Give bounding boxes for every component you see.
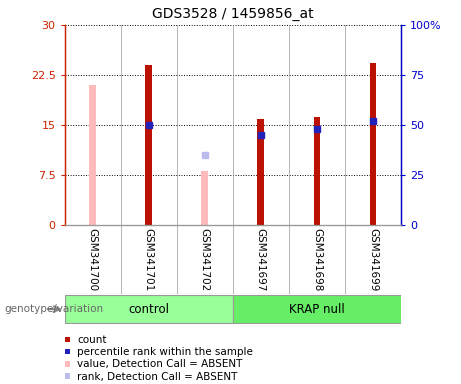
Bar <box>313 117 320 225</box>
Text: GSM341698: GSM341698 <box>312 228 322 291</box>
Text: GSM341697: GSM341697 <box>256 228 266 291</box>
Text: control: control <box>128 303 169 316</box>
Text: GSM341701: GSM341701 <box>144 228 154 291</box>
Title: GDS3528 / 1459856_at: GDS3528 / 1459856_at <box>152 7 313 21</box>
Text: rank, Detection Call = ABSENT: rank, Detection Call = ABSENT <box>77 372 237 382</box>
Text: GSM341699: GSM341699 <box>368 228 378 291</box>
Text: KRAP null: KRAP null <box>289 303 345 316</box>
Bar <box>233 295 401 323</box>
Bar <box>201 171 208 225</box>
Bar <box>65 295 233 323</box>
Text: GSM341702: GSM341702 <box>200 228 210 291</box>
Text: count: count <box>77 335 106 345</box>
Bar <box>145 65 152 225</box>
Bar <box>89 85 96 225</box>
Text: GSM341700: GSM341700 <box>88 228 98 291</box>
Text: genotype/variation: genotype/variation <box>5 304 104 314</box>
Text: value, Detection Call = ABSENT: value, Detection Call = ABSENT <box>77 359 242 369</box>
Text: percentile rank within the sample: percentile rank within the sample <box>77 347 253 357</box>
Bar <box>258 119 264 225</box>
Bar <box>370 63 376 225</box>
